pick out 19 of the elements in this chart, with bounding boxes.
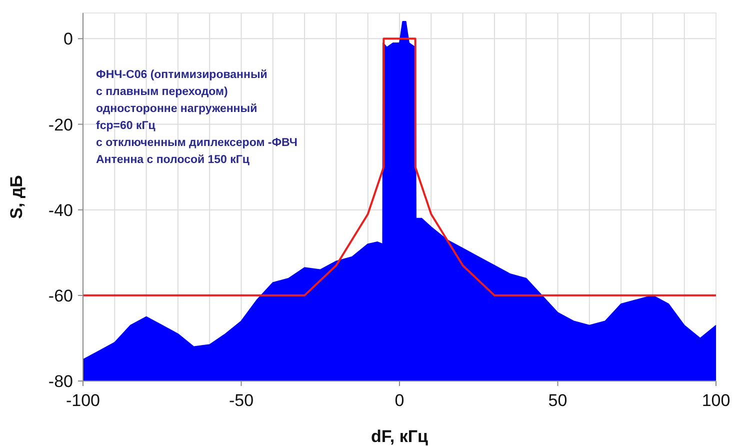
x-tick-label: -100 [66, 391, 100, 410]
x-tick-label: 100 [702, 391, 730, 410]
annotation: fср=60 кГц [96, 120, 156, 132]
y-tick-label: -20 [48, 115, 73, 134]
annotation: односторонне нагруженный [96, 103, 258, 115]
x-axis-title: dF, кГц [371, 427, 429, 446]
annotation: с отключенным диплексером -ФВЧ [96, 137, 298, 149]
annotation: Антенна с полосой 150 кГц [96, 154, 250, 166]
annotation: с плавным переходом) [96, 86, 228, 98]
x-tick-label: 50 [548, 391, 568, 410]
line-series [82, 38, 717, 296]
annotation: ФНЧ-С06 (оптимизированный [96, 69, 268, 81]
y-tick-label: -80 [48, 372, 73, 391]
y-axis-title: S, дБ [7, 175, 26, 219]
y-tick-label: -60 [48, 286, 73, 306]
y-tick-label: 0 [64, 30, 73, 49]
x-tick-label: 0 [394, 391, 404, 410]
y-tick-label: -40 [48, 200, 73, 220]
x-tick-label: -50 [228, 391, 254, 410]
